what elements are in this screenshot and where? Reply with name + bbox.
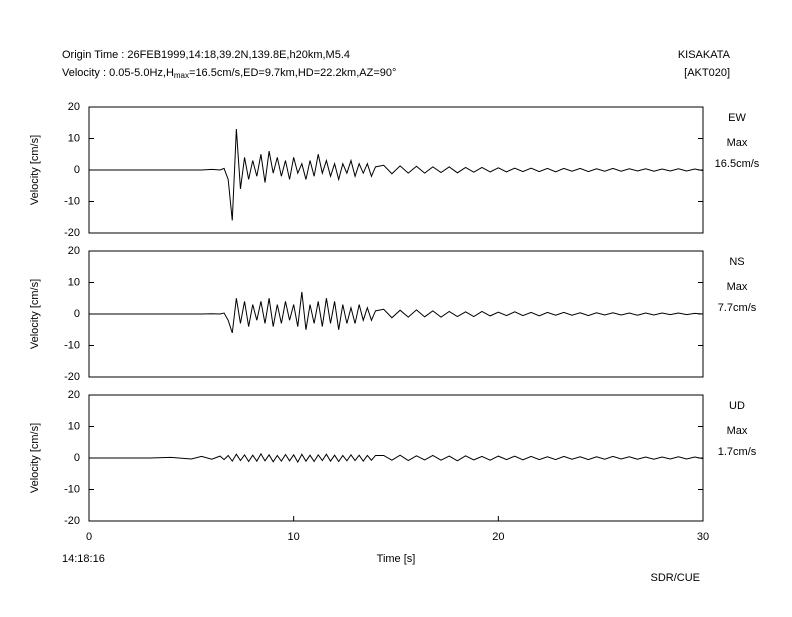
max-label: Max	[727, 137, 748, 149]
filter-text: Velocity : 0.05-5.0Hz,Hmax=16.5cm/s,ED=9…	[62, 67, 396, 80]
origin-text: Origin Time : 26FEB1999,14:18,39.2N,139.…	[62, 49, 350, 61]
y-tick-label: 0	[74, 452, 80, 464]
x-tick-label: 20	[492, 531, 504, 543]
y-tick-label: 0	[74, 164, 80, 176]
x-tick-label: 30	[697, 531, 709, 543]
y-tick-label: -20	[64, 371, 80, 383]
y-tick-label: -10	[64, 195, 80, 207]
y-axis-label: Velocity [cm/s]	[29, 279, 41, 349]
y-tick-label: 10	[68, 420, 80, 432]
component-label: NS	[729, 256, 744, 268]
station-code: [AKT020]	[684, 67, 730, 79]
y-tick-label: 20	[68, 101, 80, 113]
max-value: 7.7cm/s	[718, 302, 757, 314]
filter-start: Velocity : 0.05-5.0Hz,H	[62, 67, 174, 79]
y-tick-label: 0	[74, 308, 80, 320]
max-label: Max	[727, 281, 748, 293]
x-tick-label: 10	[288, 531, 300, 543]
waveform	[89, 291, 704, 334]
x-axis-label: Time [s]	[377, 553, 416, 565]
y-tick-label: -20	[64, 515, 80, 527]
y-tick-label: -10	[64, 483, 80, 495]
component-label: EW	[728, 112, 746, 124]
y-tick-label: -20	[64, 227, 80, 239]
waveform	[89, 452, 704, 464]
max-value: 16.5cm/s	[715, 158, 760, 170]
footer: SDR/CUE	[650, 572, 700, 584]
max-value: 1.7cm/s	[718, 446, 757, 458]
filter-end: =16.5cm/s,ED=9.7km,HD=22.2km,AZ=90°	[189, 67, 396, 79]
component-label: UD	[729, 400, 745, 412]
waveform	[89, 129, 704, 221]
y-axis-label: Velocity [cm/s]	[29, 423, 41, 493]
y-tick-label: 10	[68, 132, 80, 144]
y-axis-label: Velocity [cm/s]	[29, 135, 41, 205]
y-tick-label: 20	[68, 389, 80, 401]
start-time: 14:18:16	[62, 553, 105, 565]
station-name: KISAKATA	[678, 49, 731, 61]
y-tick-label: 10	[68, 276, 80, 288]
x-tick-label: 0	[86, 531, 92, 543]
y-tick-label: 20	[68, 245, 80, 257]
filter-sub: max	[174, 71, 189, 80]
y-tick-label: -10	[64, 339, 80, 351]
max-label: Max	[727, 425, 748, 437]
